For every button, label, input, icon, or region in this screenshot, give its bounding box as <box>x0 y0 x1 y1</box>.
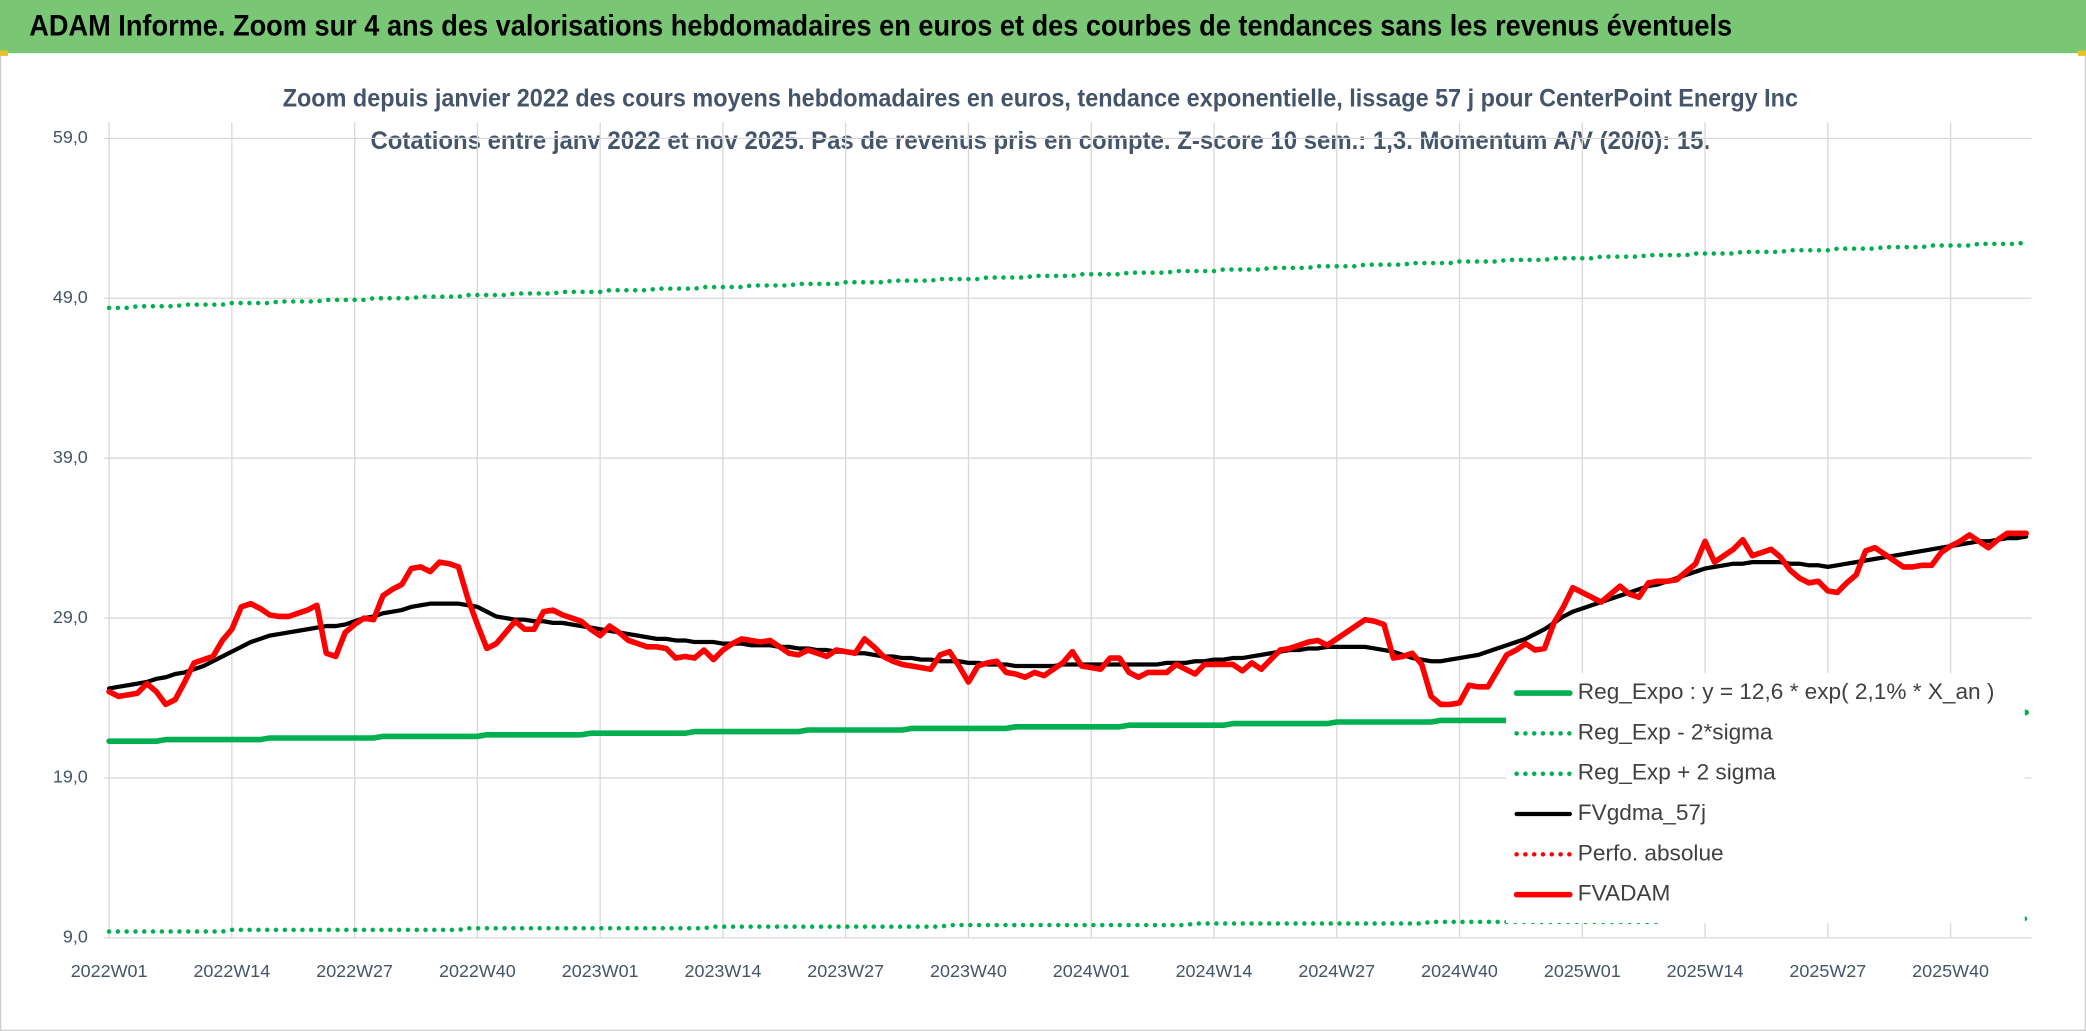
corner-accent <box>0 50 8 56</box>
x-tick-label: 2025W40 <box>1912 961 1989 981</box>
y-tick-label: 59,0 <box>53 127 88 147</box>
y-tick-label: 39,0 <box>53 447 88 467</box>
x-tick-label: 2022W40 <box>439 961 516 981</box>
chart-subtitle: Zoom depuis janvier 2022 des cours moyen… <box>283 84 1798 112</box>
x-tick-label: 2024W27 <box>1298 961 1375 981</box>
y-tick-label: 19,0 <box>53 767 88 787</box>
x-tick-label: 2022W01 <box>71 961 148 981</box>
legend-label: FVgdma_57j <box>1578 800 1706 825</box>
x-tick-label: 2023W40 <box>930 961 1007 981</box>
x-tick-label: 2024W01 <box>1053 961 1130 981</box>
x-tick-label: 2023W14 <box>685 961 762 981</box>
x-tick-label: 2022W27 <box>316 961 393 981</box>
y-tick-label: 9,0 <box>63 927 88 947</box>
legend-label: Reg_Exp + 2 sigma <box>1578 760 1776 785</box>
y-tick-label: 29,0 <box>53 607 88 627</box>
page-title: ADAM Informe. Zoom sur 4 ans des valoris… <box>29 11 1732 43</box>
x-tick-label: 2025W27 <box>1789 961 1866 981</box>
x-tick-label: 2023W27 <box>807 961 884 981</box>
x-tick-label: 2024W14 <box>1176 961 1253 981</box>
y-tick-label: 49,0 <box>53 287 88 307</box>
legend-label: Reg_Expo : y = 12,6 * exp( 2,1% * X_an ) <box>1578 679 1995 704</box>
data-line <box>106 240 2029 311</box>
legend-label: Perfo. absolue <box>1578 840 1724 865</box>
data-line <box>106 530 2029 708</box>
header-bar <box>0 0 2086 54</box>
x-tick-label: 2025W01 <box>1544 961 1621 981</box>
legend-label: FVADAM <box>1578 881 1671 906</box>
x-tick-label: 2024W40 <box>1421 961 1498 981</box>
legend-label: Reg_Exp - 2*sigma <box>1578 719 1773 744</box>
chart-subtitle: Cotations entre janv 2022 et nov 2025. P… <box>371 127 1711 155</box>
data-line <box>106 534 2029 691</box>
x-tick-label: 2025W14 <box>1667 961 1744 981</box>
x-tick-label: 2023W01 <box>562 961 639 981</box>
corner-accent <box>2078 50 2086 56</box>
legend-box <box>1505 673 2025 923</box>
x-tick-label: 2022W14 <box>193 961 270 981</box>
